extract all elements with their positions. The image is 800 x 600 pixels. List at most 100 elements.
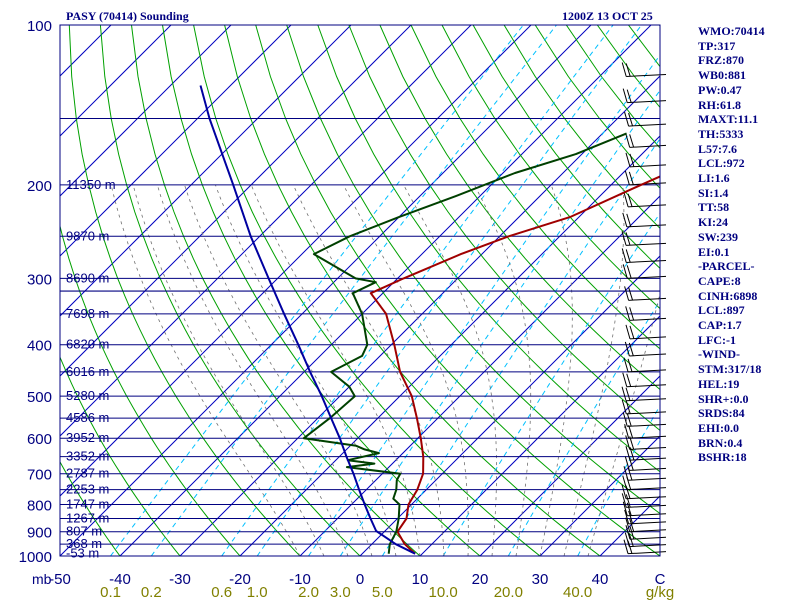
wind-barb	[629, 526, 635, 540]
wind-barb	[625, 152, 631, 168]
dry-adiabat	[131, 25, 421, 556]
wind-barb	[621, 231, 627, 246]
plot-frame	[59, 24, 661, 557]
height-label: 6820 m	[66, 337, 109, 352]
wind-barb	[629, 164, 667, 168]
wind-barb	[625, 63, 631, 77]
index-line: SW:239	[698, 229, 739, 244]
pressure-tick-label: 600	[27, 431, 52, 448]
wind-barb	[626, 384, 667, 388]
isotherm	[60, 25, 292, 257]
wind-barb	[626, 373, 632, 387]
wind-barb	[626, 411, 667, 415]
dry-adiabat	[224, 25, 601, 556]
wind-barb	[628, 287, 634, 301]
wind-barb	[622, 88, 628, 103]
dry-adiabat	[472, 25, 660, 270]
wind-barb	[622, 475, 628, 490]
height-label: 807 m	[66, 524, 102, 539]
index-line: RH:61.8	[698, 97, 741, 112]
temperature-tick-label: -50	[49, 571, 71, 588]
wind-barb	[628, 342, 634, 357]
wind-barb	[628, 425, 634, 439]
isotherm	[419, 315, 660, 556]
wind-barb	[626, 89, 632, 103]
wind-barb	[626, 213, 632, 228]
index-line: HEL:19	[698, 376, 740, 391]
wind-barb	[624, 341, 630, 357]
wind-barb	[626, 224, 667, 228]
moist-adiabat	[132, 184, 325, 556]
height-label: 11350 m	[66, 177, 116, 192]
wind-barb	[626, 265, 632, 279]
mixing-ratio-tick-label: 1.0	[247, 584, 268, 600]
wind-barb	[623, 539, 629, 554]
height-label: 1747 m	[66, 497, 109, 512]
wind-barb	[624, 456, 630, 471]
dry-adiabat	[379, 25, 660, 391]
index-panel: WMO:70414 TP:317 FRZ:870 WB0:881 PW:0.47 RH:6…	[698, 24, 798, 465]
dry-adiabat	[68, 25, 301, 556]
mixing-ratio-unit-label: g/kg	[646, 584, 674, 600]
pressure-tick-label: 300	[27, 271, 52, 288]
isotherm	[479, 375, 660, 556]
index-line: MAXT:11.1	[698, 112, 759, 127]
wind-barb	[621, 248, 627, 263]
mixing-ratio-tick-label: 40.0	[563, 584, 592, 600]
height-label: 9870 m	[66, 228, 109, 243]
wind-barb	[625, 133, 631, 148]
mixing-ratio-tick-label: 0.2	[141, 584, 162, 600]
moist-adiabat	[110, 184, 301, 556]
index-line: BSHR:18	[698, 450, 747, 465]
index-line: TP:317	[698, 38, 736, 53]
chart-title: PASY (70414) Sounding	[66, 9, 189, 23]
wind-barb	[626, 242, 667, 246]
wind-barb	[625, 400, 631, 415]
mixing-ratio-tick-label: 5.0	[372, 584, 393, 600]
temperature-unit-label: C	[655, 571, 666, 588]
pressure-tick-label: 500	[27, 389, 52, 406]
wind-barb	[629, 457, 667, 461]
temperature-tick-label: 10	[412, 571, 429, 588]
dry-adiabat	[193, 25, 541, 556]
wind-barb	[621, 493, 627, 508]
wind-barb	[629, 325, 635, 340]
temperature-tick-label: 30	[532, 571, 549, 588]
moist-adiabat	[587, 292, 660, 556]
wind-barb	[624, 286, 630, 301]
index-line: -PARCEL-	[698, 259, 755, 274]
wind-barb	[627, 193, 633, 207]
dry-adiabat	[255, 25, 660, 556]
wind-barb	[622, 501, 628, 516]
height-label: 4586 m	[66, 410, 109, 425]
wind-barb	[622, 412, 628, 427]
wind-barb	[621, 399, 627, 415]
height-label: 2787 m	[66, 466, 109, 481]
parcel-trace	[199, 85, 416, 555]
dry-adiabat	[99, 25, 361, 556]
wind-barb	[622, 372, 628, 387]
wind-barb	[623, 466, 629, 481]
wind-barb	[625, 324, 631, 339]
wind-barb	[622, 212, 628, 228]
dry-adiabat	[348, 25, 660, 432]
dry-adiabat	[441, 25, 660, 310]
index-line: LFC:-1	[698, 332, 736, 347]
index-line: LCL:972	[698, 156, 745, 171]
wind-barb	[629, 153, 635, 168]
chart-grid	[60, 25, 660, 556]
wind-barb	[626, 413, 632, 427]
wind-barb	[626, 487, 667, 491]
wind-barb	[624, 170, 630, 185]
mixing-ratio-tick-label: 10.0	[429, 584, 458, 600]
index-line: CINH:6898	[698, 288, 758, 303]
height-label: -53 m	[66, 546, 99, 561]
temperature-tick-label: -10	[289, 571, 311, 588]
wind-barb	[626, 496, 667, 500]
wind-barb	[626, 504, 667, 508]
height-label: 3952 m	[66, 430, 109, 445]
pressure-tick-label: 200	[27, 178, 52, 195]
wind-barb	[629, 518, 635, 532]
index-line: EI:0.1	[698, 244, 730, 259]
